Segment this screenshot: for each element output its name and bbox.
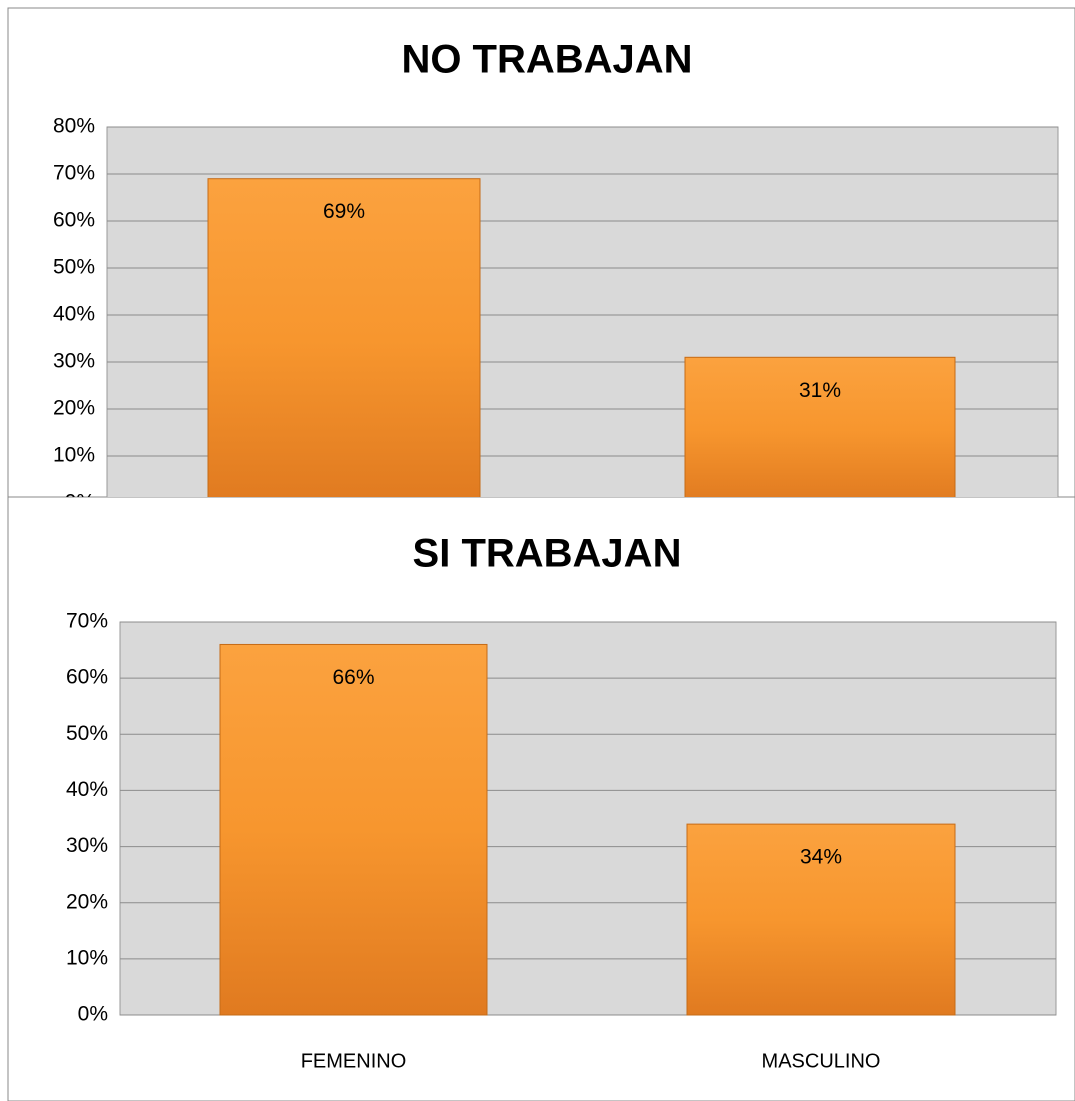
y-tick-label: 50%	[66, 722, 108, 745]
y-tick-label: 70%	[66, 610, 108, 633]
y-tick-label: 20%	[66, 890, 108, 913]
y-tick-label: 40%	[66, 778, 108, 801]
bar	[686, 823, 956, 1016]
y-tick-label: 70%	[53, 162, 95, 185]
x-tick-label: MASCULINO	[762, 1050, 881, 1072]
y-tick-label: 0%	[78, 1003, 108, 1026]
data-label: 31%	[799, 379, 841, 402]
chart-bottom: SI TRABAJAN 0% 10% 20% 30% 40% 50% 60% 70% 66% FEM…	[66, 532, 1057, 1072]
bar	[684, 356, 956, 497]
y-tick-label: 80%	[53, 115, 95, 138]
chart-title: NO TRABAJAN	[401, 38, 692, 82]
y-tick-label: 30%	[53, 350, 95, 373]
y-tick-label: 10%	[66, 946, 108, 969]
chart-top: NO TRABAJAN 0% 10% 20% 30% 40% 50% 60% 70% 80% 69%…	[53, 38, 1059, 514]
y-tick-label: 40%	[53, 303, 95, 326]
y-tick-label: 60%	[66, 666, 108, 689]
y-tick-label: 60%	[53, 209, 95, 232]
y-tick-label: 20%	[53, 397, 95, 420]
y-tick-label: 30%	[66, 834, 108, 857]
chart-title: SI TRABAJAN	[413, 532, 682, 576]
bar	[219, 643, 488, 1016]
data-label: 34%	[800, 846, 842, 869]
data-label: 66%	[332, 666, 374, 689]
y-tick-label: 10%	[53, 444, 95, 467]
x-tick-label: FEMENINO	[301, 1050, 407, 1072]
y-tick-label: 0%	[65, 491, 95, 514]
data-label: 69%	[323, 200, 365, 223]
bar	[207, 178, 481, 497]
y-tick-label: 50%	[53, 256, 95, 279]
